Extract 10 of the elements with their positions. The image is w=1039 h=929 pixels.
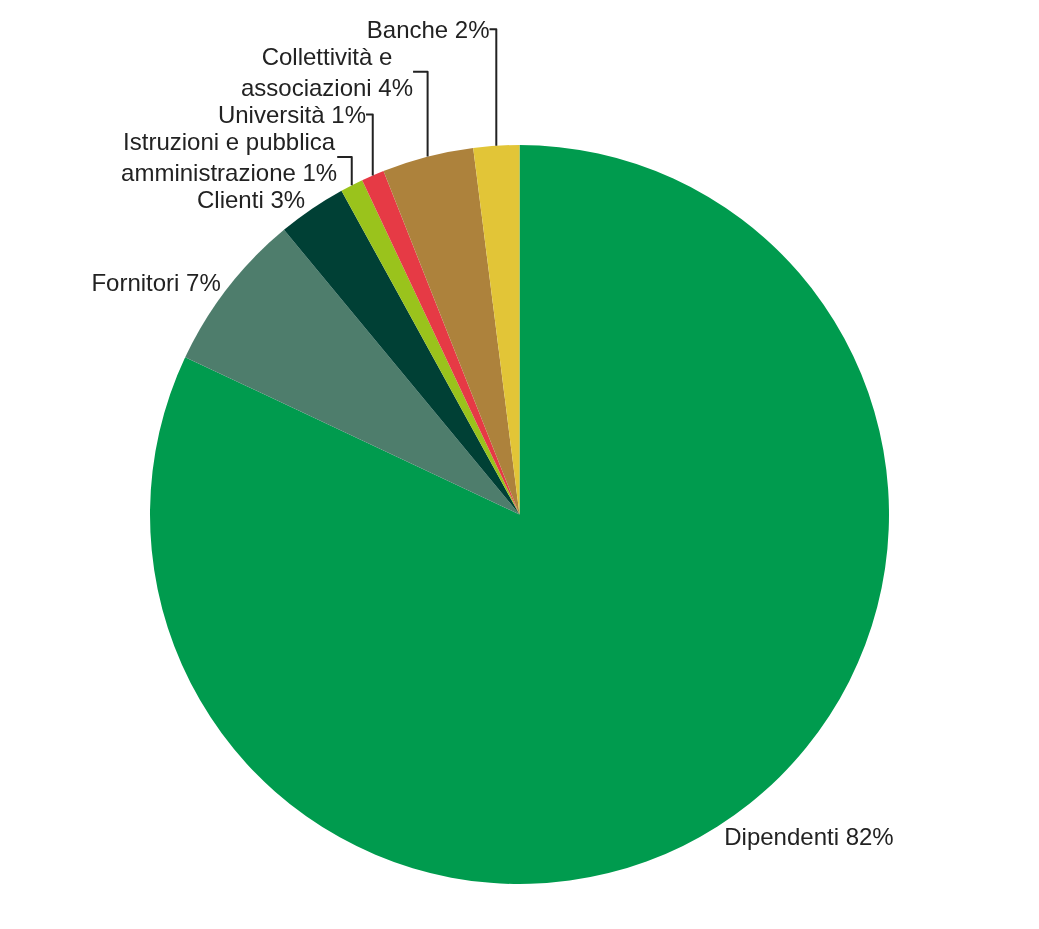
slice-label: Clienti 3% [197,186,306,214]
pie-slice [383,147,520,515]
slice-label: Banche 2% [366,15,490,43]
pie-slice [473,145,520,515]
slice-label: Dipendenti 82% [724,822,894,850]
pie-slice [185,229,520,515]
slice-label: Istruzioni e pubblica amministrazione 1% [121,127,338,187]
slice-label: Università 1% [217,100,366,128]
slice-label: Fornitori 7% [91,269,221,297]
slice-label: Collettività e associazioni 4% [240,42,414,101]
